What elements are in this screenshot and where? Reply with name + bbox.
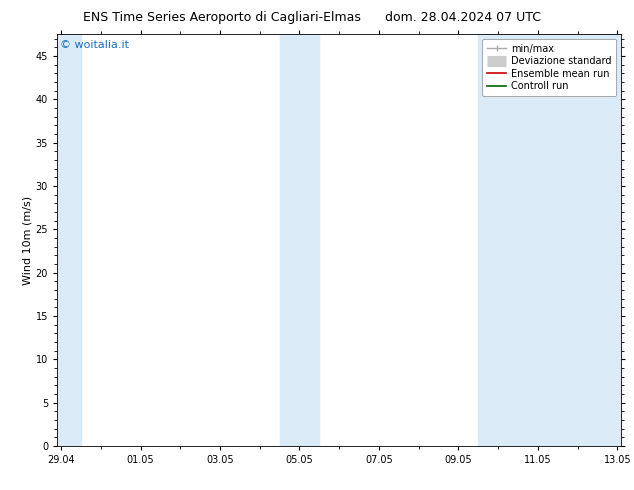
- Y-axis label: Wind 10m (m/s): Wind 10m (m/s): [23, 196, 33, 285]
- Bar: [280, 34, 320, 446]
- Bar: [478, 34, 621, 446]
- Legend: min/max, Deviazione standard, Ensemble mean run, Controll run: min/max, Deviazione standard, Ensemble m…: [482, 39, 616, 96]
- Text: dom. 28.04.2024 07 UTC: dom. 28.04.2024 07 UTC: [385, 11, 541, 24]
- Bar: [57, 34, 81, 446]
- Text: © woitalia.it: © woitalia.it: [60, 41, 129, 50]
- Text: ENS Time Series Aeroporto di Cagliari-Elmas: ENS Time Series Aeroporto di Cagliari-El…: [83, 11, 361, 24]
